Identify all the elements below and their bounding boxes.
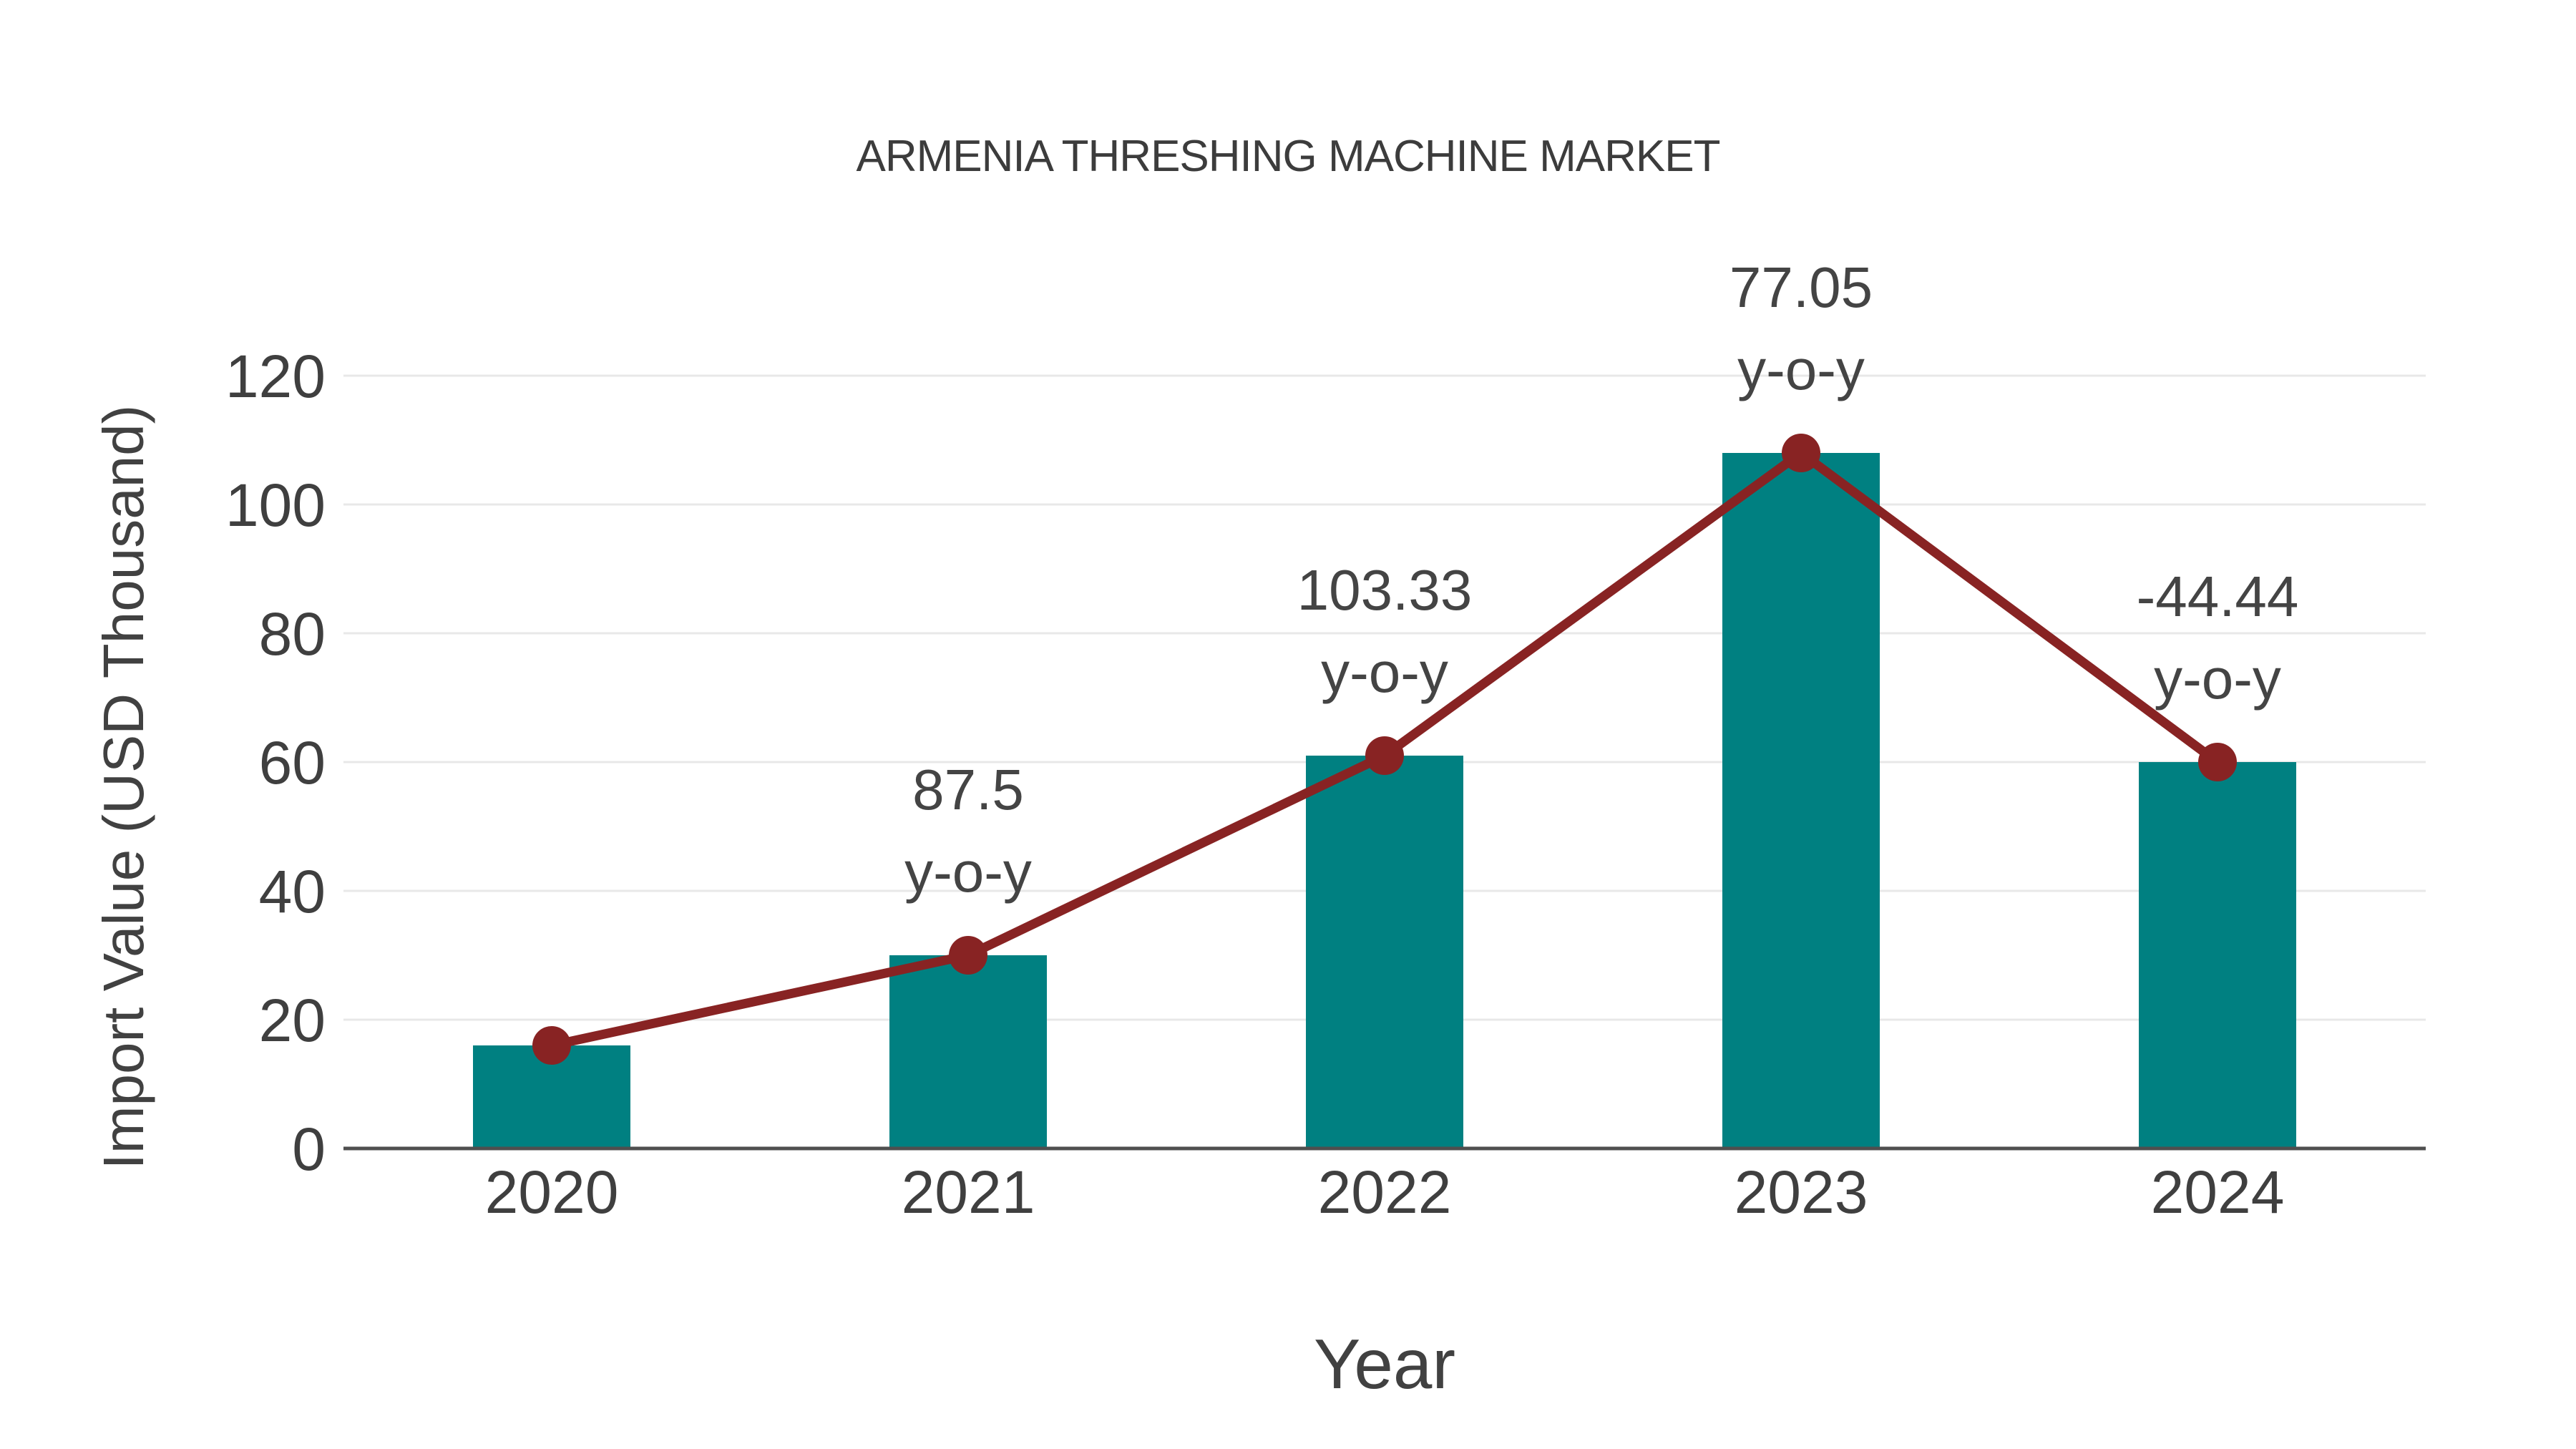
x-tick-label-2023: 2023 (1735, 1158, 1868, 1226)
annotation-2024-value: -44.44 (2137, 565, 2299, 628)
marker-2024 (2198, 743, 2237, 781)
bar-2023 (1722, 453, 1880, 1148)
annotation-2022-value: 103.33 (1297, 558, 1473, 622)
trend-line-layer (532, 434, 2237, 1065)
x-axis-title: Year (1314, 1324, 1455, 1403)
annotation-2021-suffix: y-o-y (904, 840, 1032, 904)
bars-layer (473, 453, 2296, 1148)
x-tick-label-2024: 2024 (2151, 1158, 2285, 1226)
y-tick-label-120: 120 (225, 343, 326, 410)
annotation-2023-suffix: y-o-y (1737, 338, 1865, 401)
annotations-layer: 87.5 y-o-y 103.33 y-o-y 77.05 y-o-y -44.44 y-o-… (904, 255, 2298, 904)
annotation-2024-suffix: y-o-y (2154, 647, 2281, 711)
y-tick-label-60: 60 (259, 729, 326, 796)
x-tick-label-2021: 2021 (902, 1158, 1035, 1226)
y-tick-label-0: 0 (292, 1116, 326, 1183)
annotation-2022-suffix: y-o-y (1321, 640, 1448, 704)
marker-2021 (949, 936, 987, 975)
y-tick-label-20: 20 (259, 987, 326, 1054)
y-tick-label-100: 100 (225, 472, 326, 539)
x-tick-label-2022: 2022 (1318, 1158, 1452, 1226)
marker-2023 (1782, 434, 1820, 472)
y-tick-label-40: 40 (259, 858, 326, 925)
bar-2024 (2139, 762, 2296, 1148)
annotation-2021-value: 87.5 (912, 758, 1024, 821)
y-axis-title: Import Value (USD Thousand) (92, 405, 155, 1170)
x-tick-label-2020: 2020 (485, 1158, 619, 1226)
chart-title: ARMENIA THRESHING MACHINE MARKET (856, 132, 1719, 181)
bar-2022 (1306, 756, 1463, 1148)
annotation-2023-value: 77.05 (1729, 255, 1873, 319)
marker-2022 (1365, 736, 1404, 775)
bar-2021 (889, 955, 1047, 1148)
tick-labels-layer: 0 20 40 60 80 100 120 2020 2021 2022 2023 2024 (225, 343, 2285, 1226)
marker-2020 (532, 1026, 571, 1065)
y-tick-label-80: 80 (259, 600, 326, 668)
